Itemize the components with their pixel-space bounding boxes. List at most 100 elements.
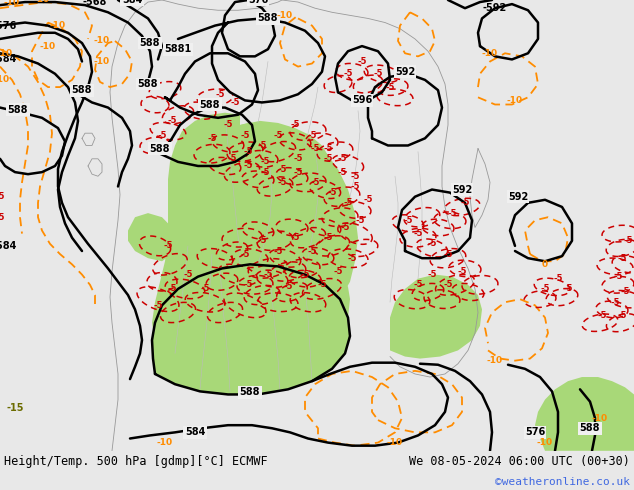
- Text: -5: -5: [223, 121, 233, 129]
- Text: -5: -5: [357, 57, 366, 66]
- Text: -5: -5: [323, 154, 333, 163]
- Text: We 08-05-2024 06:00 UTC (00+30): We 08-05-2024 06:00 UTC (00+30): [409, 455, 630, 468]
- Text: 576: 576: [248, 0, 268, 5]
- Text: -584: -584: [0, 241, 17, 251]
- Text: -5: -5: [0, 213, 4, 221]
- Text: -5: -5: [200, 284, 210, 294]
- Text: -10: -10: [0, 75, 10, 84]
- Text: -5: -5: [240, 131, 250, 140]
- Text: -5: -5: [230, 98, 240, 107]
- Text: -5: -5: [443, 249, 453, 259]
- Text: Height/Temp. 500 hPa [gdmp][°C] ECMWF: Height/Temp. 500 hPa [gdmp][°C] ECMWF: [4, 455, 268, 468]
- Text: -5: -5: [343, 69, 353, 78]
- Text: -5: -5: [413, 229, 423, 238]
- Text: 588: 588: [72, 85, 93, 95]
- Text: -568: -568: [83, 0, 107, 7]
- Text: -5: -5: [273, 246, 283, 255]
- Text: 588: 588: [240, 388, 260, 397]
- Text: -5: -5: [340, 223, 350, 232]
- Polygon shape: [160, 123, 358, 299]
- Text: -5: -5: [623, 236, 633, 245]
- Text: -5: -5: [460, 198, 470, 207]
- Text: -592: -592: [483, 3, 507, 13]
- Text: -5: -5: [290, 233, 300, 242]
- Text: -5: -5: [323, 144, 333, 153]
- Text: -5: -5: [337, 154, 347, 163]
- Text: -5: -5: [277, 165, 287, 173]
- Text: 588: 588: [150, 144, 171, 153]
- Text: 588: 588: [258, 13, 278, 24]
- Text: 588: 588: [139, 38, 160, 48]
- Text: -5: -5: [413, 280, 423, 289]
- Text: -5: -5: [350, 172, 359, 181]
- Text: -5: -5: [227, 154, 236, 163]
- Text: -584: -584: [0, 54, 17, 64]
- Text: -5: -5: [323, 233, 333, 242]
- Text: -5: -5: [620, 288, 630, 296]
- Text: -5: -5: [307, 131, 317, 140]
- Text: 592: 592: [508, 192, 528, 202]
- Text: -5: -5: [327, 188, 337, 197]
- Text: -5: -5: [457, 267, 467, 276]
- Text: -5: -5: [343, 198, 353, 207]
- Text: 5881: 5881: [164, 44, 191, 54]
- Text: 576: 576: [525, 427, 545, 438]
- Text: -5: -5: [443, 280, 453, 289]
- Text: 588: 588: [138, 79, 158, 89]
- Text: -5: -5: [310, 178, 320, 187]
- Text: 588: 588: [200, 99, 220, 109]
- Text: -5: -5: [310, 144, 320, 153]
- Text: -576: -576: [0, 21, 17, 30]
- Text: -5: -5: [447, 209, 456, 218]
- Text: -5: -5: [317, 280, 327, 289]
- Text: -5: -5: [333, 267, 343, 276]
- Text: -10: -10: [0, 49, 13, 58]
- Text: -5: -5: [240, 249, 250, 259]
- Text: -15: -15: [6, 403, 23, 413]
- Polygon shape: [128, 213, 175, 261]
- Text: -10: -10: [34, 0, 50, 4]
- Text: -10: -10: [487, 356, 503, 365]
- Text: -5: -5: [163, 242, 172, 250]
- Text: -5: -5: [540, 284, 550, 294]
- Text: -5: -5: [216, 90, 224, 99]
- Text: -5: -5: [347, 254, 357, 263]
- Text: -10: -10: [50, 21, 66, 30]
- Text: -10: -10: [40, 42, 56, 50]
- Text: -5: -5: [243, 147, 253, 156]
- Text: 588: 588: [579, 423, 600, 433]
- Text: -5: -5: [260, 168, 269, 176]
- Text: -5: -5: [157, 131, 167, 140]
- Text: -5: -5: [263, 270, 273, 279]
- Text: -5: -5: [153, 301, 163, 310]
- Text: -5: -5: [563, 284, 573, 294]
- Text: -5: -5: [618, 311, 627, 320]
- Text: 588: 588: [8, 105, 29, 115]
- Text: 584: 584: [122, 0, 142, 5]
- Polygon shape: [152, 264, 350, 394]
- Text: -5: -5: [385, 83, 395, 92]
- Text: -10: -10: [277, 11, 293, 20]
- Text: 584: 584: [185, 427, 205, 438]
- Text: -5: -5: [243, 280, 253, 289]
- Text: -5: -5: [553, 274, 563, 283]
- Text: -5: -5: [301, 270, 310, 279]
- Text: -5: -5: [597, 311, 607, 320]
- Text: -10: -10: [94, 36, 110, 46]
- Text: 592: 592: [452, 185, 472, 195]
- Text: -5: -5: [613, 272, 623, 281]
- Text: 596: 596: [352, 96, 372, 105]
- Text: -5: -5: [427, 239, 437, 248]
- Text: -5: -5: [363, 196, 373, 204]
- Text: -5: -5: [273, 131, 283, 140]
- Text: -10: -10: [537, 438, 553, 447]
- Text: -5: -5: [427, 270, 437, 279]
- Text: -5: -5: [207, 134, 217, 143]
- Text: -5: -5: [618, 254, 627, 263]
- Text: -5: -5: [294, 154, 303, 163]
- Polygon shape: [535, 377, 634, 451]
- Text: -5: -5: [307, 246, 317, 255]
- Text: -5: -5: [350, 182, 359, 191]
- Text: -5: -5: [294, 168, 303, 176]
- Text: -10: -10: [4, 0, 20, 6]
